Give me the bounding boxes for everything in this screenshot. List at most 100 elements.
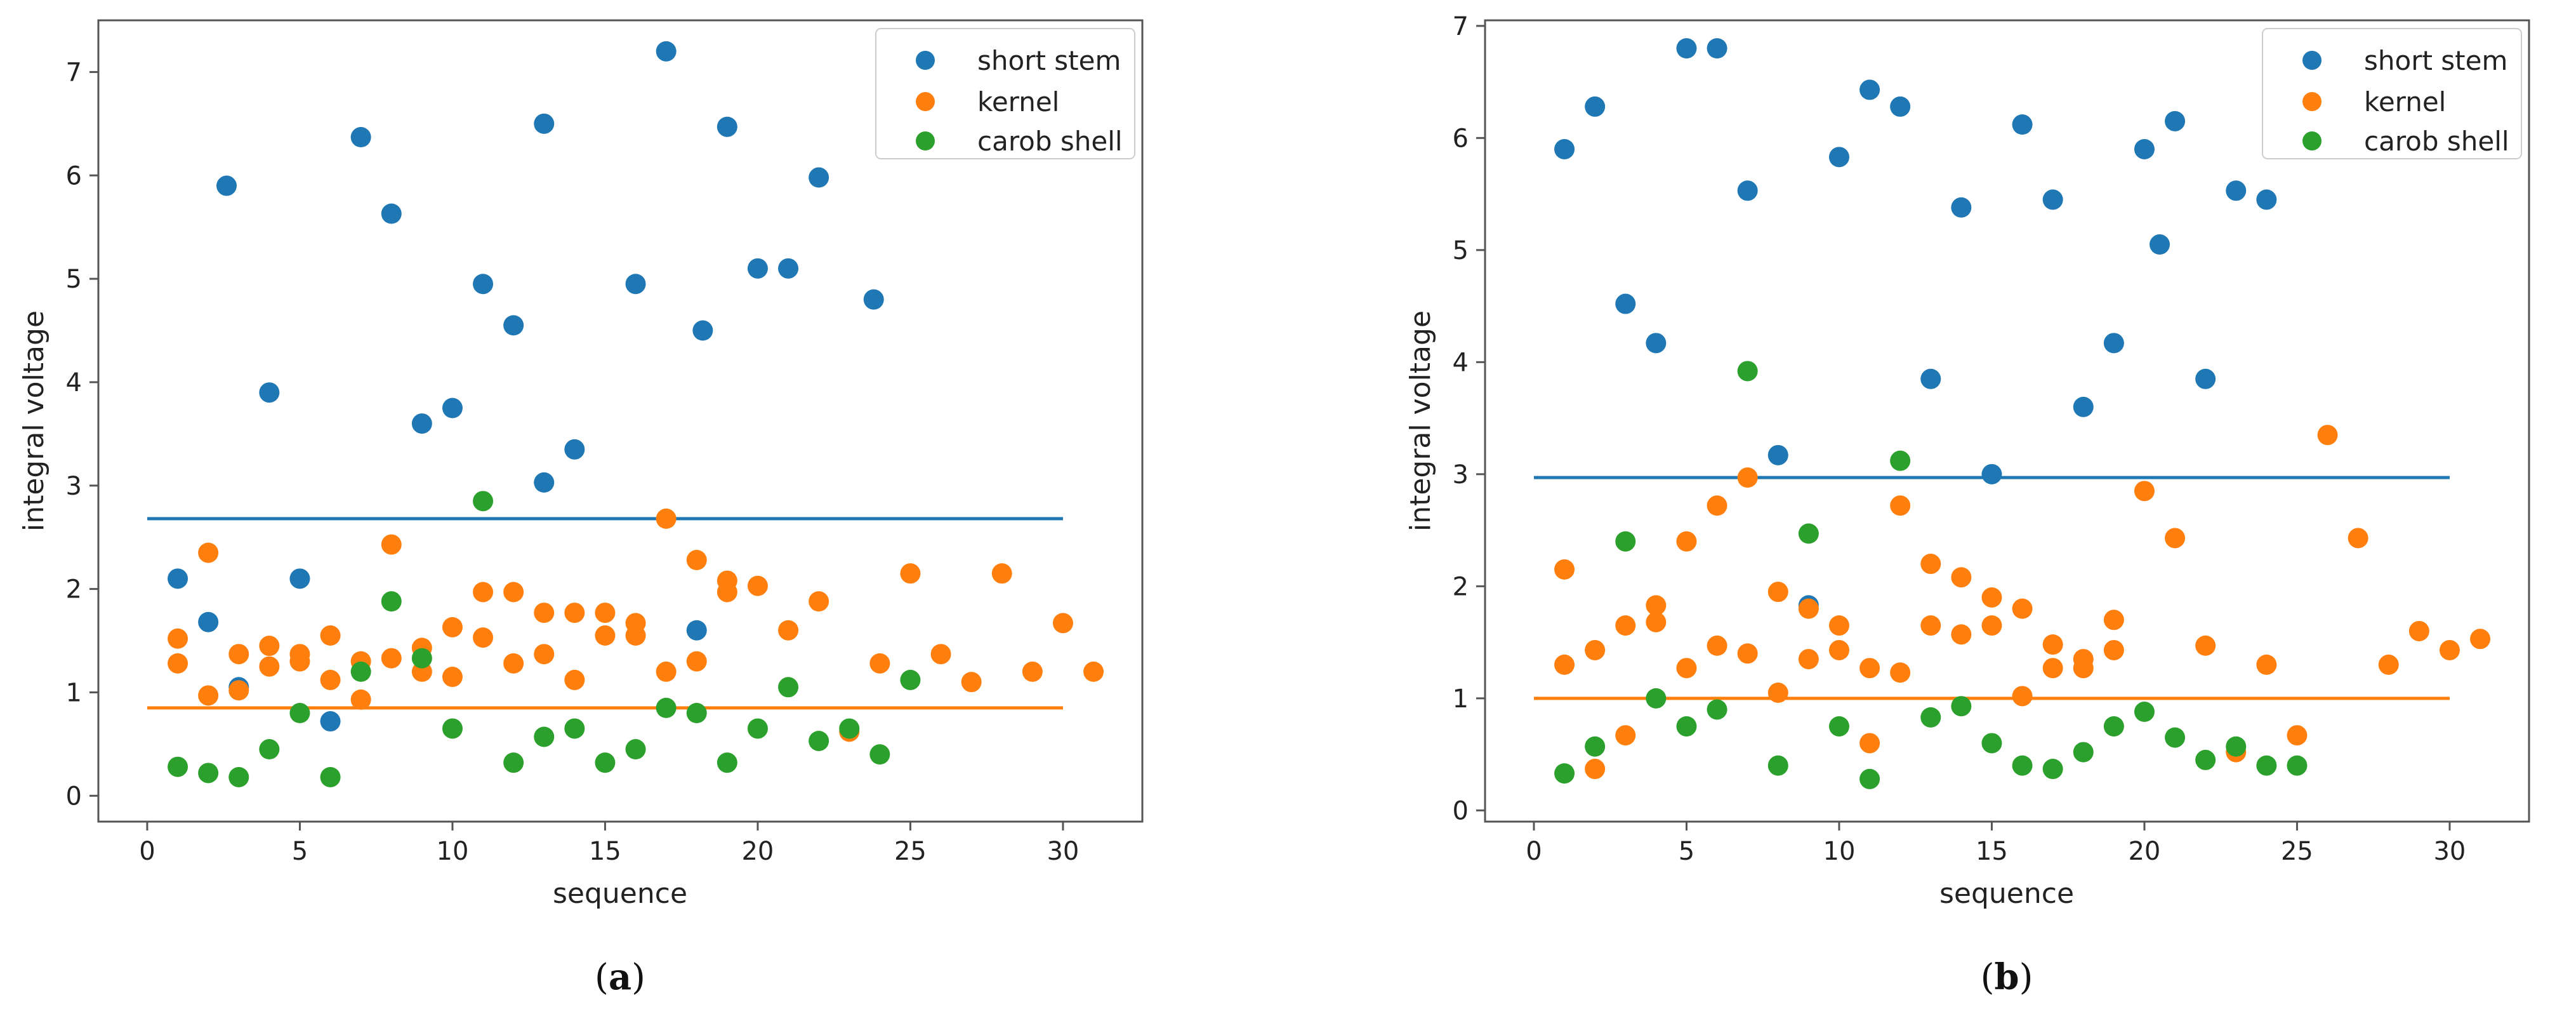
point-carob-shell-a-17 <box>686 703 707 724</box>
x-tick-label-a-3: 15 <box>589 837 621 866</box>
point-short-stem-a-5 <box>289 568 310 589</box>
point-carob-shell-a-14 <box>595 752 616 773</box>
point-kernel-b-48 <box>2439 639 2460 660</box>
point-short-stem-b-16 <box>2042 189 2063 210</box>
point-short-stem-a-10 <box>442 397 463 418</box>
point-short-stem-b-4 <box>1676 38 1697 59</box>
point-kernel-b-40 <box>2195 635 2216 656</box>
point-short-stem-a-11 <box>473 274 494 295</box>
point-kernel-b-49 <box>2470 629 2491 650</box>
point-short-stem-a-15 <box>564 439 585 460</box>
point-kernel-a-21 <box>473 627 494 648</box>
point-kernel-b-17 <box>1798 649 1819 670</box>
point-kernel-a-48 <box>1052 613 1073 634</box>
point-kernel-b-8 <box>1676 531 1697 552</box>
plot-frame-a <box>97 19 1144 823</box>
point-carob-shell-a-8 <box>411 648 432 669</box>
point-short-stem-a-24 <box>863 289 884 310</box>
x-tick-label-b-5: 25 <box>2281 837 2313 866</box>
point-kernel-b-0 <box>1554 559 1575 580</box>
point-carob-shell-a-10 <box>473 491 494 512</box>
point-kernel-b-16 <box>1798 598 1819 619</box>
point-kernel-b-23 <box>1890 662 1911 683</box>
panel-caption-b: (b) <box>1981 956 2033 998</box>
point-kernel-b-1 <box>1554 654 1575 675</box>
point-kernel-b-31 <box>2012 686 2033 707</box>
scatter-points-a <box>168 41 1104 787</box>
y-axis-label-a: integral voltage <box>18 310 50 531</box>
point-kernel-a-37 <box>717 582 737 603</box>
x-axis-label-b: sequence <box>1939 877 2074 910</box>
y-tick-label-a-5: 5 <box>66 265 82 294</box>
point-kernel-b-47 <box>2408 620 2429 641</box>
point-kernel-a-46 <box>991 563 1012 584</box>
point-kernel-b-10 <box>1707 495 1727 516</box>
legend-a: short stem kernel carob shell <box>875 28 1135 159</box>
point-carob-shell-b-4 <box>1676 716 1697 737</box>
point-kernel-a-27 <box>564 669 585 690</box>
point-kernel-a-39 <box>778 620 799 641</box>
legend-box-b <box>2262 28 2522 159</box>
point-kernel-b-9 <box>1676 658 1697 679</box>
point-kernel-b-7 <box>1646 611 1667 632</box>
point-kernel-a-34 <box>686 550 707 571</box>
point-short-stem-a-4 <box>259 382 280 403</box>
point-kernel-a-13 <box>350 689 371 710</box>
point-kernel-b-28 <box>1981 587 2002 608</box>
point-short-stem-b-10 <box>1859 79 1880 100</box>
x-tick-label-a-4: 20 <box>741 837 774 866</box>
point-carob-shell-a-6 <box>350 661 371 682</box>
point-kernel-a-14 <box>381 534 402 555</box>
point-carob-shell-b-7 <box>1767 755 1788 776</box>
y-tick-label-a-6: 6 <box>66 161 82 190</box>
point-short-stem-a-19 <box>692 320 713 341</box>
point-carob-shell-b-15 <box>2012 755 2033 776</box>
point-kernel-b-37 <box>2103 639 2124 660</box>
point-kernel-b-29 <box>1981 615 2002 636</box>
point-kernel-b-38 <box>2134 481 2155 502</box>
y-tick-label-b-2: 2 <box>1453 572 1469 601</box>
point-carob-shell-b-9 <box>1828 716 1849 737</box>
point-short-stem-b-15 <box>2012 114 2033 135</box>
point-kernel-a-35 <box>686 651 707 672</box>
x-tick-label-a-5: 25 <box>894 837 927 866</box>
point-kernel-a-2 <box>198 542 219 563</box>
y-tick-label-b-6: 6 <box>1453 124 1469 153</box>
point-kernel-a-31 <box>625 625 646 646</box>
point-carob-shell-b-16 <box>2042 759 2063 780</box>
point-carob-shell-a-18 <box>717 752 737 773</box>
x-tick-label-b-1: 5 <box>1679 837 1694 866</box>
point-carob-shell-b-24 <box>2287 755 2308 776</box>
point-carob-shell-a-2 <box>228 766 249 787</box>
legend-marker-carob-shell-a <box>916 131 935 150</box>
point-kernel-a-24 <box>534 603 555 624</box>
point-kernel-a-0 <box>168 628 188 649</box>
point-kernel-a-32 <box>656 508 677 529</box>
point-kernel-a-25 <box>534 644 555 665</box>
point-short-stem-b-13 <box>1951 197 1972 218</box>
point-carob-shell-b-10 <box>1859 768 1880 789</box>
point-short-stem-a-16 <box>625 274 646 295</box>
x-tick-label-b-4: 20 <box>2128 837 2160 866</box>
x-tick-label-b-0: 0 <box>1526 837 1542 866</box>
y-tick-label-a-7: 7 <box>66 58 82 87</box>
caption-letter-b: b <box>1994 956 2019 998</box>
point-kernel-b-11 <box>1707 635 1727 656</box>
y-tick-label-b-0: 0 <box>1453 796 1469 825</box>
caption-letter-a: a <box>609 956 631 998</box>
point-kernel-b-46 <box>2378 654 2399 675</box>
axis-ticks-b: 0 5 10 15 20 25 30 0 1 2 3 4 5 6 7 <box>1453 12 2466 866</box>
x-tick-label-a-6: 30 <box>1047 837 1079 866</box>
point-kernel-a-10 <box>320 625 341 646</box>
point-kernel-b-15 <box>1767 683 1788 704</box>
point-carob-shell-a-22 <box>839 718 860 739</box>
y-tick-label-a-2: 2 <box>66 575 82 604</box>
point-kernel-a-44 <box>930 644 951 665</box>
point-kernel-b-4 <box>1615 615 1636 636</box>
point-carob-shell-a-5 <box>320 766 341 787</box>
point-kernel-a-47 <box>1022 661 1043 682</box>
legend-label-short-stem-a: short stem <box>977 45 1121 76</box>
legend-label-short-stem-b: short stem <box>2364 45 2507 76</box>
